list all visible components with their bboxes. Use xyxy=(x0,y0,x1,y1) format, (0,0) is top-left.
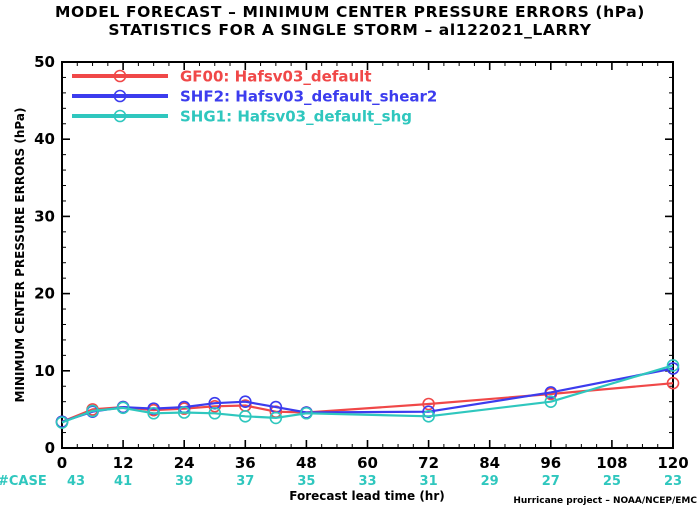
legend-entry: SHG1: Hafsv03_default_shg xyxy=(72,108,412,126)
legend-marker xyxy=(113,69,127,83)
y-tick-label: 40 xyxy=(34,130,55,148)
y-axis-label: MINIMUM CENTER PRESSURE ERRORS (hPa) xyxy=(13,108,27,403)
legend-marker xyxy=(113,89,127,103)
plot-area: 0 10 20 30 40 50 0 12 24 36 48 60 72 84 96 108 120 43 41 39… xyxy=(34,53,689,489)
case-count: 25 xyxy=(603,474,621,489)
y-tick-label: 30 xyxy=(34,207,55,225)
data-point xyxy=(239,410,252,423)
x-tick-label: 120 xyxy=(657,454,688,472)
x-tick-label: 96 xyxy=(540,454,561,472)
chart-title: MODEL FORECAST – MINIMUM CENTER PRESSURE… xyxy=(55,3,645,39)
data-point xyxy=(55,416,69,429)
legend-entry: GF00: Hafsv03_default xyxy=(72,68,371,86)
x-tick-label: 60 xyxy=(357,454,378,472)
case-count: 29 xyxy=(481,474,499,489)
data-point xyxy=(86,404,99,418)
data-point xyxy=(300,406,313,420)
case-count: 35 xyxy=(297,474,315,489)
x-tick-label: 84 xyxy=(479,454,500,472)
data-point xyxy=(239,395,252,408)
legend-entry: SHF2: Hafsv03_default_shear2 xyxy=(72,88,437,106)
data-point xyxy=(147,406,160,420)
x-tick-label: 0 xyxy=(57,454,67,472)
y-tick-label: 0 xyxy=(45,439,55,457)
data-point xyxy=(544,395,558,408)
series-line xyxy=(61,364,674,424)
data-point xyxy=(666,359,680,372)
case-count: 33 xyxy=(358,474,376,489)
x-tick-label: 24 xyxy=(174,454,195,472)
case-count: 41 xyxy=(114,474,132,489)
case-count: 39 xyxy=(175,474,193,489)
data-point xyxy=(666,362,680,375)
data-point xyxy=(422,410,435,423)
case-count: 31 xyxy=(420,474,438,489)
legend-label: SHG1: Hafsv03_default_shg xyxy=(180,108,412,126)
data-point xyxy=(269,411,283,425)
y-tick-label: 10 xyxy=(34,362,55,380)
data-point xyxy=(177,406,191,419)
case-label: #CASE xyxy=(0,474,47,489)
case-count: 27 xyxy=(542,474,560,489)
data-point xyxy=(208,400,222,413)
y-tick-label: 20 xyxy=(34,285,55,303)
x-tick-label: 72 xyxy=(418,454,439,472)
x-axis-label: Forecast lead time (hr) xyxy=(289,489,445,503)
legend-label: SHF2: Hafsv03_default_shear2 xyxy=(180,88,437,106)
legend-label: GF00: Hafsv03_default xyxy=(180,68,371,86)
data-point xyxy=(208,406,222,420)
data-point xyxy=(544,386,558,399)
data-point xyxy=(666,376,680,390)
data-point xyxy=(208,396,222,410)
case-count: 37 xyxy=(236,474,254,489)
x-tick-label: 108 xyxy=(596,454,627,472)
data-point xyxy=(422,397,435,411)
data-point xyxy=(116,401,130,415)
x-tick-label: 12 xyxy=(113,454,134,472)
x-tick-label: 36 xyxy=(235,454,256,472)
series-3 xyxy=(55,359,680,429)
x-tick-label: 48 xyxy=(296,454,317,472)
case-count: 23 xyxy=(664,474,682,489)
case-count: 43 xyxy=(67,474,85,489)
chart-title-line2: STATISTICS FOR A SINGLE STORM – al122021… xyxy=(108,21,591,39)
chart-title-line1: MODEL FORECAST – MINIMUM CENTER PRESSURE… xyxy=(55,3,645,21)
y-tick-label: 50 xyxy=(34,53,55,71)
legend-marker xyxy=(113,109,127,123)
credit-text: Hurricane project – NOAA/NCEP/EMC xyxy=(513,496,697,506)
